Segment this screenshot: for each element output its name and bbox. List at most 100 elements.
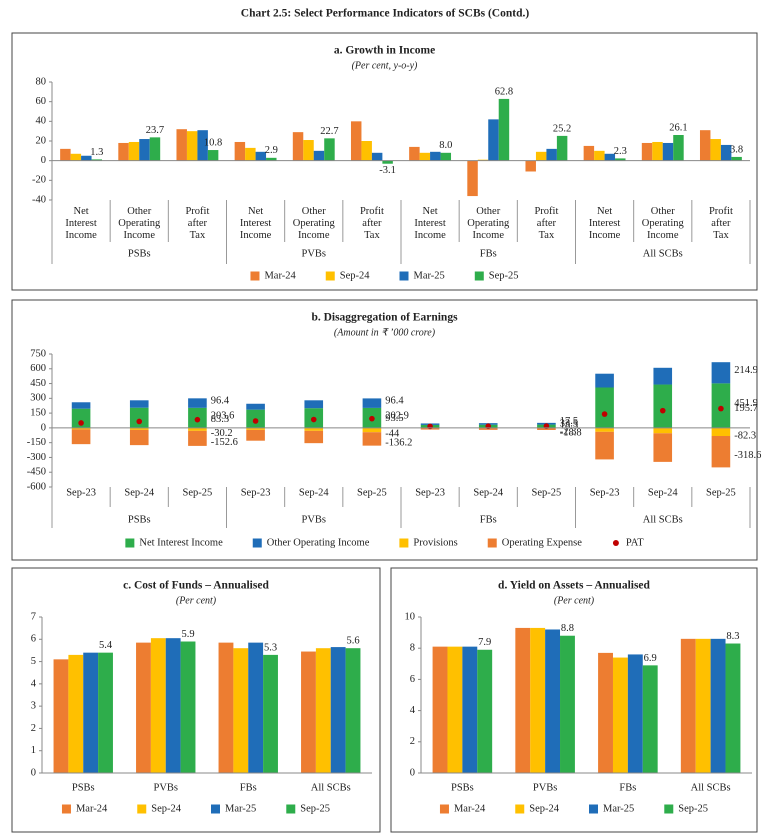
bar bbox=[594, 150, 605, 161]
bar-segment bbox=[246, 429, 265, 441]
bar-segment bbox=[71, 408, 91, 428]
y-tick-label: 80 bbox=[36, 76, 47, 87]
bar-segment bbox=[595, 387, 614, 428]
x-tick-label: Sep-25 bbox=[357, 487, 387, 498]
x-tick-label-line: Income bbox=[298, 230, 330, 241]
value-label: -136.2 bbox=[385, 437, 412, 448]
value-label: 8.0 bbox=[439, 140, 452, 151]
legend: Mar-24 Sep-24 Mar-25 Sep-25 bbox=[250, 270, 519, 281]
x-tick-label-line: Net bbox=[597, 206, 612, 217]
x-tick-label: Sep-24 bbox=[124, 487, 154, 498]
x-tick-label: Sep-24 bbox=[299, 487, 329, 498]
bar bbox=[330, 647, 346, 773]
x-tick-label-line: Interest bbox=[414, 218, 446, 229]
bar-segment bbox=[711, 435, 731, 468]
bar-segment bbox=[71, 402, 91, 409]
bar bbox=[60, 148, 71, 161]
legend-label: Sep-25 bbox=[300, 803, 330, 814]
legend-label: Sep-24 bbox=[151, 803, 181, 814]
bar bbox=[462, 646, 478, 773]
bar bbox=[315, 648, 331, 773]
value-label: -152.6 bbox=[211, 437, 238, 448]
y-tick-label: 150 bbox=[30, 408, 46, 419]
x-tick-label: PVBs bbox=[153, 782, 178, 793]
value-label: 5.6 bbox=[346, 636, 359, 647]
x-tick-label: PSBs bbox=[451, 782, 474, 793]
x-tick-label: All SCBs bbox=[691, 782, 731, 793]
x-tick-label: PVBs bbox=[533, 782, 558, 793]
bar-segment bbox=[129, 429, 149, 446]
group-label: All SCBs bbox=[643, 248, 683, 259]
bar bbox=[710, 638, 726, 773]
legend-label: Mar-25 bbox=[225, 803, 256, 814]
x-tick-label: Profit after Tax bbox=[185, 206, 209, 241]
legend-marker bbox=[439, 804, 449, 814]
bar bbox=[233, 648, 249, 773]
y-tick-label: 10 bbox=[405, 611, 416, 622]
bar bbox=[546, 148, 557, 161]
bar-segment bbox=[711, 427, 731, 436]
bar bbox=[98, 652, 113, 773]
value-label: 6.9 bbox=[644, 653, 657, 664]
legend-marker bbox=[487, 538, 497, 548]
bar bbox=[371, 152, 383, 161]
x-tick-label-line: Income bbox=[473, 230, 505, 241]
x-tick-label-line: Operating bbox=[467, 218, 510, 229]
value-label: -2.3 bbox=[560, 426, 577, 437]
bar bbox=[83, 652, 99, 773]
bar bbox=[136, 642, 151, 773]
x-tick-label-line: Interest bbox=[589, 218, 621, 229]
x-tick-label: Net Interest Income bbox=[65, 206, 97, 241]
y-tick-label: -600 bbox=[27, 481, 46, 492]
value-label: 33.5 bbox=[560, 419, 578, 430]
bar bbox=[207, 150, 219, 161]
group-label: PVBs bbox=[301, 248, 326, 259]
bar bbox=[165, 638, 181, 773]
bar bbox=[218, 642, 234, 773]
bar bbox=[149, 137, 161, 161]
bar bbox=[350, 121, 362, 161]
chart-subtitle: (Per cent) bbox=[176, 595, 217, 606]
x-tick-label-line: Tax bbox=[713, 230, 729, 241]
bar bbox=[53, 659, 69, 773]
legend-label: Sep-24 bbox=[529, 803, 559, 814]
legend-label: Net Interest Income bbox=[139, 537, 223, 548]
bar bbox=[467, 160, 478, 197]
y-tick-label: 0 bbox=[410, 767, 415, 778]
bar-segment bbox=[188, 427, 207, 431]
x-tick-label-line: after bbox=[362, 218, 382, 229]
bar bbox=[303, 140, 314, 161]
x-tick-label-line: Operating bbox=[118, 218, 161, 229]
x-tick-label-line: Net bbox=[248, 206, 263, 217]
chart-title: d. Yield on Assets – Annualised bbox=[498, 580, 650, 592]
bar bbox=[345, 648, 361, 773]
bar bbox=[68, 654, 84, 773]
value-label: -318.6 bbox=[734, 450, 761, 461]
y-tick-label: 4 bbox=[31, 678, 37, 689]
legend-marker bbox=[125, 538, 135, 548]
legend-marker bbox=[399, 538, 409, 548]
legend-marker bbox=[61, 804, 71, 814]
x-tick-label: Sep-23 bbox=[66, 487, 96, 498]
legend-label: Mar-25 bbox=[603, 803, 634, 814]
value-label: 2.3 bbox=[614, 146, 627, 157]
y-tick-label: 0 bbox=[41, 422, 46, 433]
legend-marker bbox=[325, 271, 335, 281]
x-tick-label-line: Profit bbox=[709, 206, 733, 217]
value-label: 93.5 bbox=[385, 413, 403, 424]
x-tick-label: Sep-25 bbox=[706, 487, 736, 498]
bar-segment bbox=[478, 428, 498, 430]
legend: Net Interest Income Other Operating Incom… bbox=[125, 537, 644, 548]
y-tick-label: 6 bbox=[31, 634, 36, 645]
x-tick-label-line: Profit bbox=[360, 206, 384, 217]
bar bbox=[361, 141, 372, 161]
bar bbox=[248, 642, 264, 773]
bar-segment bbox=[188, 398, 207, 408]
y-tick-label: -150 bbox=[27, 437, 46, 448]
x-tick-label-line: after bbox=[711, 218, 731, 229]
value-label: -82.3 bbox=[734, 430, 756, 441]
legend: Mar-24 Sep-24 Mar-25 Sep-25 bbox=[439, 803, 708, 814]
bar bbox=[652, 141, 663, 161]
value-label: 23.7 bbox=[146, 125, 164, 136]
